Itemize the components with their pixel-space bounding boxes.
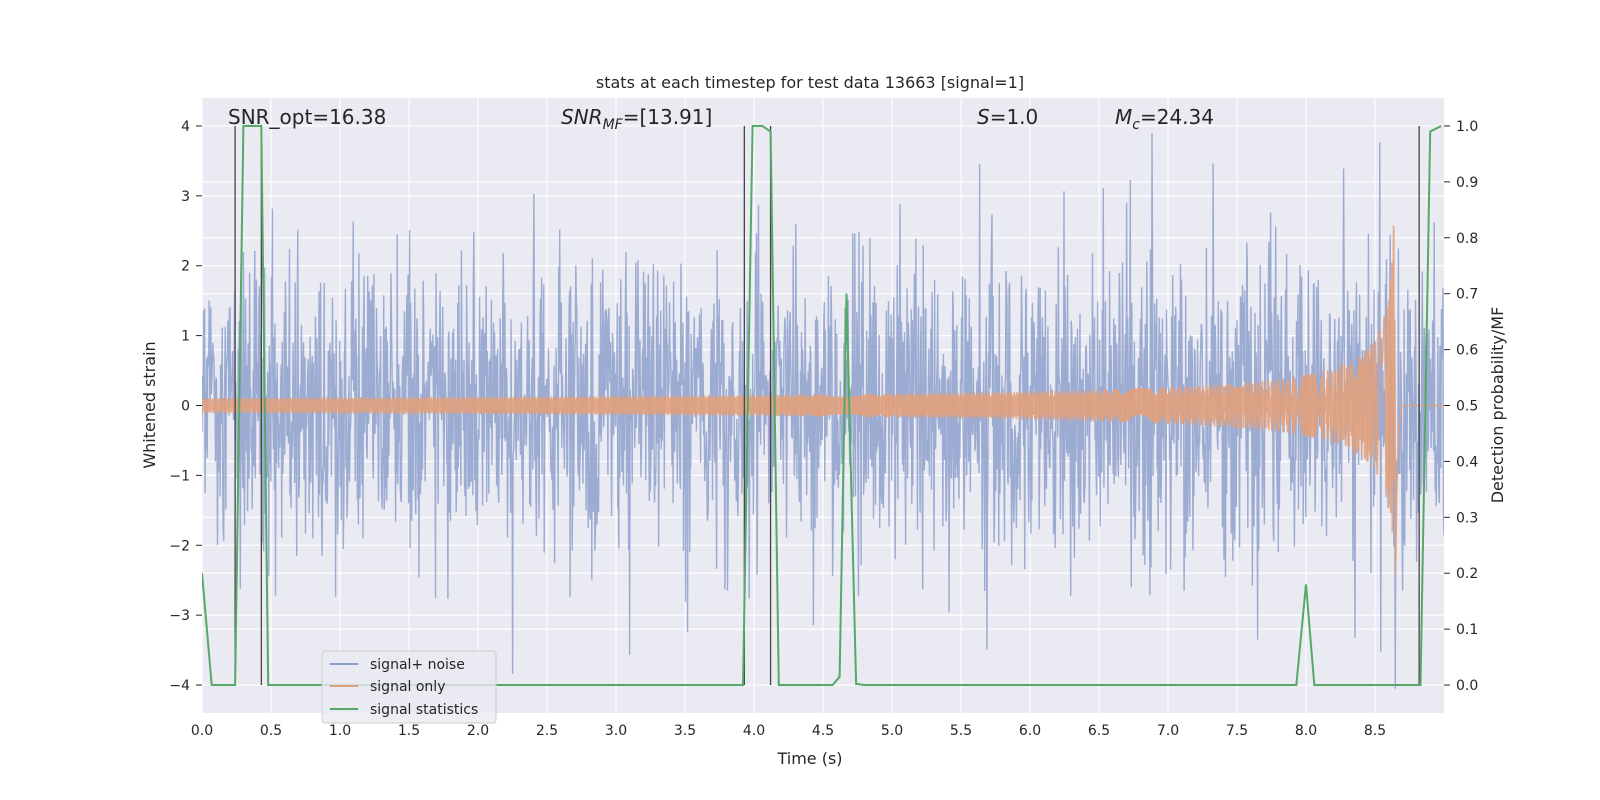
x-tick-label-3: 1.5 [398, 723, 420, 739]
x-tick-label-5: 2.5 [536, 723, 558, 739]
y-left-tick-label-4: 0 [181, 399, 190, 415]
x-tick-label-9: 4.5 [812, 723, 834, 739]
x-tick-label-0: 0.0 [191, 723, 213, 739]
x-tick-label-14: 7.0 [1157, 723, 1179, 739]
x-tick-label-4: 2.0 [467, 723, 489, 739]
annotation-snr-mf-value: =[13.91] [623, 105, 713, 129]
legend-box [321, 650, 497, 724]
signal-noise-line [202, 133, 1444, 689]
x-tick-label-16: 8.0 [1295, 723, 1317, 739]
legend-label-signal-statistics: signal statistics [370, 702, 478, 718]
y-left-tick-label-6: −2 [169, 538, 190, 554]
legend-label-signal-only: signal only [370, 679, 445, 695]
annotation-mc-symbol: M [1115, 105, 1132, 129]
annotation-mc-value: =24.34 [1140, 105, 1214, 129]
annotation-snr-opt: SNR_opt=16.38 [228, 105, 386, 129]
y-left-tick-label-1: 3 [181, 189, 190, 205]
annotation-snr-mf-subscript: MF [603, 117, 624, 133]
annotation-s-symbol: S [977, 105, 990, 129]
y-left-tick-label-2: 2 [181, 259, 190, 275]
vertical-markers [234, 125, 1420, 686]
signal-only-line [202, 225, 1444, 576]
annotation-snr-mf-symbol: SNR [561, 105, 603, 129]
x-tick-label-8: 4.0 [743, 723, 765, 739]
x-tick-label-2: 1.0 [329, 723, 351, 739]
x-tick-label-6: 3.0 [605, 723, 627, 739]
annotation-s: S=1.0 [977, 105, 1038, 129]
y-left-tick-label-0: 4 [181, 119, 190, 135]
x-tick-label-7: 3.5 [674, 723, 696, 739]
y-left-tick-label-8: −4 [169, 678, 190, 694]
series-signal-only [202, 225, 1444, 576]
y-right-tick-label-9: 0.1 [1456, 622, 1478, 638]
legend: signal+ noise signal only signal statist… [321, 650, 497, 724]
x-tick-label-15: 7.5 [1226, 723, 1248, 739]
x-tick-label-11: 5.5 [950, 723, 972, 739]
y-left-axis-ticks: 4 3 2 1 0 −1 −2 −3 −4 [169, 119, 202, 694]
annotation-mc: Mc=24.34 [1115, 105, 1214, 133]
signal-statistics-line [202, 125, 1442, 686]
y-right-axis-label: Detection probability/MF [1488, 307, 1507, 504]
y-left-tick-label-7: −3 [169, 608, 190, 624]
annotation-snr-mf: SNRMF=[13.91] [561, 105, 712, 133]
x-tick-label-1: 0.5 [260, 723, 282, 739]
series-signal-statistics [202, 125, 1442, 686]
x-tick-label-17: 8.5 [1364, 723, 1386, 739]
y-left-tick-label-5: −1 [169, 468, 190, 484]
y-right-tick-label-1: 0.9 [1456, 175, 1478, 191]
legend-label-signal-noise: signal+ noise [370, 657, 465, 673]
y-right-tick-label-2: 0.8 [1456, 231, 1478, 247]
annotation-s-value: =1.0 [990, 105, 1039, 129]
chart-title: stats at each timestep for test data 136… [596, 73, 1024, 92]
x-tick-label-13: 6.5 [1088, 723, 1110, 739]
x-tick-label-12: 6.0 [1019, 723, 1041, 739]
y-right-tick-label-10: 0.0 [1456, 678, 1478, 694]
y-left-tick-label-3: 1 [181, 329, 190, 345]
x-axis-ticks: 0.0 0.5 1.0 1.5 2.0 2.5 3.0 3.5 4.0 4.5 5.0 5.5 6.0 6… [191, 723, 1386, 739]
series-signal-noise [202, 133, 1444, 689]
x-axis-label: Time (s) [776, 749, 842, 768]
y-right-tick-label-4: 0.6 [1456, 343, 1478, 359]
x-tick-label-10: 5.0 [881, 723, 903, 739]
annotation-mc-subscript: c [1132, 117, 1140, 133]
y-right-tick-label-6: 0.4 [1456, 454, 1478, 470]
y-right-tick-label-5: 0.5 [1456, 399, 1478, 415]
y-right-tick-label-7: 0.3 [1456, 510, 1478, 526]
y-right-tick-label-3: 0.7 [1456, 287, 1478, 303]
y-right-tick-label-8: 0.2 [1456, 566, 1478, 582]
y-right-axis-ticks: 1.0 0.9 0.8 0.7 0.6 0.5 0.4 0.3 0.2 0.1 0.0 [1444, 119, 1478, 694]
y-left-axis-label: Whitened strain [140, 341, 159, 468]
y-right-tick-label-0: 1.0 [1456, 119, 1478, 135]
